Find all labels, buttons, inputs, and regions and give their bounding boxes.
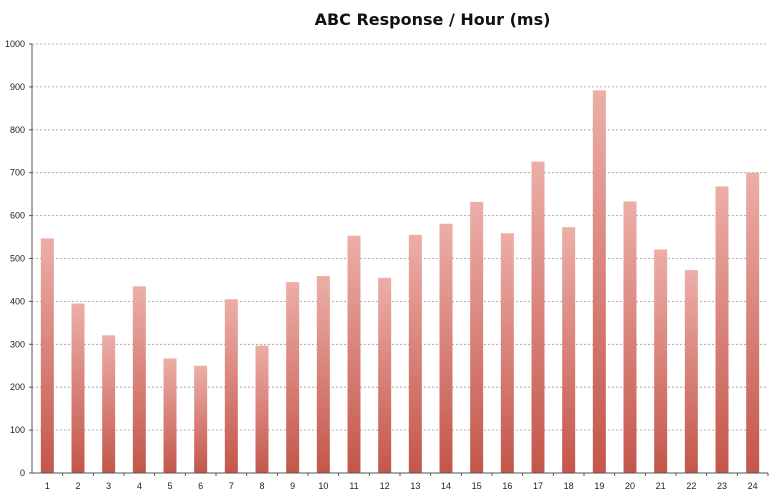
y-tick-label: 1000: [5, 39, 25, 49]
bar: [500, 233, 514, 473]
bar: [255, 345, 269, 473]
bar: [316, 276, 330, 473]
bar: [562, 227, 576, 473]
x-tick-label: 24: [748, 481, 758, 491]
y-tick-label: 500: [10, 254, 25, 264]
y-tick-label: 200: [10, 382, 25, 392]
x-tick-label: 21: [656, 481, 666, 491]
x-tick-label: 4: [137, 481, 142, 491]
x-tick-label: 17: [533, 481, 543, 491]
bar: [592, 90, 606, 473]
x-tick-label: 9: [290, 481, 295, 491]
x-tick-label: 2: [75, 481, 80, 491]
x-tick-label: 14: [441, 481, 451, 491]
x-tick-label: 3: [106, 481, 111, 491]
x-tick-label: 22: [686, 481, 696, 491]
bar: [684, 270, 698, 473]
x-tick-label: 6: [198, 481, 203, 491]
bar: [746, 172, 760, 473]
x-tick-label: 10: [318, 481, 328, 491]
x-tick-label: 23: [717, 481, 727, 491]
y-tick-label: 100: [10, 425, 25, 435]
x-tick-label: 20: [625, 481, 635, 491]
bar: [715, 186, 729, 474]
y-tick-label: 400: [10, 296, 25, 306]
bar: [654, 249, 668, 473]
x-tick-label: 11: [349, 481, 358, 491]
bar: [408, 234, 422, 473]
x-tick-label: 1: [45, 481, 50, 491]
bar: [132, 286, 146, 473]
bar: [623, 201, 637, 473]
bar: [286, 282, 300, 473]
x-tick-label: 5: [167, 481, 172, 491]
y-tick-label: 600: [10, 211, 25, 221]
y-tick-label: 0: [20, 468, 25, 478]
bar: [378, 277, 392, 473]
y-tick-label: 900: [10, 82, 25, 92]
y-tick-label: 800: [10, 125, 25, 135]
bar: [194, 365, 208, 473]
bar: [470, 201, 484, 473]
y-tick-label: 700: [10, 168, 25, 178]
bar: [224, 299, 238, 473]
bar: [102, 335, 116, 473]
bar: [531, 161, 545, 473]
chart-title: ABC Response / Hour (ms): [314, 10, 551, 29]
x-tick-label: 19: [594, 481, 604, 491]
x-tick-label: 13: [410, 481, 420, 491]
bar: [40, 238, 54, 473]
x-tick-label: 7: [229, 481, 234, 491]
x-tick-label: 8: [259, 481, 264, 491]
x-tick-label: 16: [502, 481, 512, 491]
x-tick-label: 12: [380, 481, 390, 491]
bar: [71, 303, 85, 473]
bar: [439, 223, 453, 473]
bar: [347, 235, 361, 473]
bar: [163, 358, 177, 473]
x-tick-label: 15: [472, 481, 482, 491]
y-tick-label: 300: [10, 339, 25, 349]
x-tick-label: 18: [564, 481, 574, 491]
